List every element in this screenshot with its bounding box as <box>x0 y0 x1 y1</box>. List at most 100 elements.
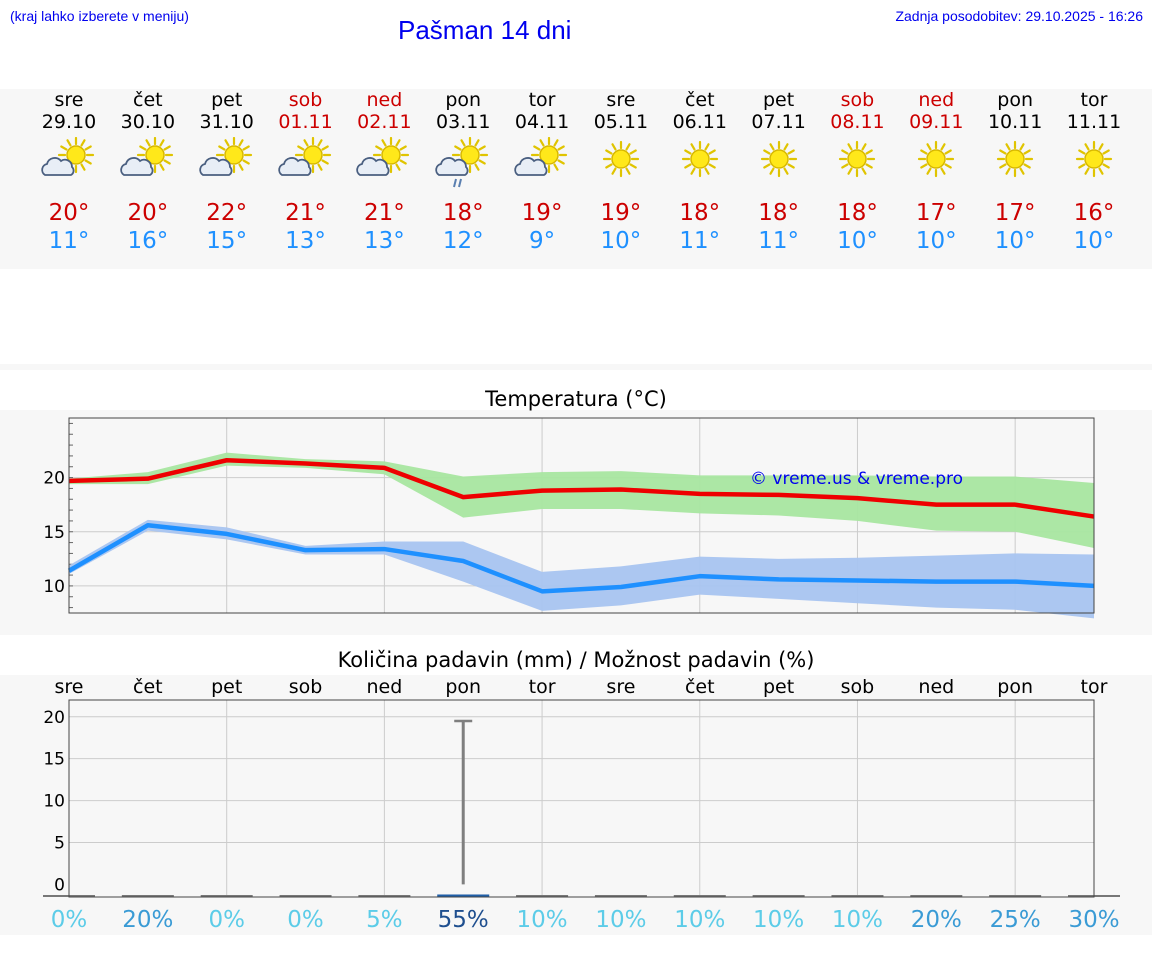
probability-label: 10% <box>674 907 725 933</box>
day-date: 06.11 <box>672 111 727 133</box>
precip-bar <box>279 895 332 897</box>
probability-label: 0% <box>51 907 88 933</box>
max-temperature: 21° <box>285 200 326 226</box>
probability-label: 20% <box>122 907 173 933</box>
min-temperature: 11° <box>758 228 799 254</box>
day-label: tor <box>1081 676 1108 698</box>
cloud-icon <box>198 157 233 176</box>
sun-icon <box>681 140 718 178</box>
sun-icon <box>602 140 640 178</box>
precip-bar <box>516 895 569 897</box>
plot-area <box>69 700 1094 897</box>
probability-label: 10% <box>595 907 646 933</box>
range-band-max <box>69 452 1094 548</box>
max-temperature: 18° <box>679 200 721 226</box>
day-label: sob <box>289 676 323 698</box>
day-name: čet <box>684 89 715 111</box>
cloud-icon <box>356 157 390 176</box>
rain-icon <box>453 178 463 188</box>
day-column: čet 30.10 20° 16° <box>108 89 188 255</box>
sun-icon <box>602 140 640 178</box>
sun-icon <box>839 140 876 178</box>
partly-cloudy-icon <box>277 137 331 176</box>
plot-frame <box>68 417 1095 614</box>
y-tick-label: 10 <box>43 577 65 597</box>
sun-icon <box>997 140 1034 178</box>
day-name: pon <box>997 89 1033 111</box>
y-tick-label: 20 <box>43 708 65 728</box>
probability-label: 10% <box>517 907 568 933</box>
sun-icon <box>918 140 955 178</box>
max-temperature: 20° <box>127 200 169 226</box>
day-name: sre <box>606 89 636 111</box>
watermark: © vreme.us & vreme.pro <box>750 469 963 489</box>
cloud-icon <box>41 157 75 176</box>
day-column: pet 31.10 22° 15° <box>187 89 267 255</box>
location-hint: (kraj lahko izberete v meniju) <box>10 8 189 24</box>
y-tick-label: 20 <box>43 469 65 489</box>
sun-icon <box>839 140 876 178</box>
y-tick-label: 10 <box>43 792 65 812</box>
day-column: čet 06.11 18° 11° <box>660 89 740 255</box>
day-label: ned <box>366 676 402 698</box>
sun-icon <box>918 140 955 178</box>
y-tick-label: 0 <box>54 875 65 895</box>
min-temperature: 10° <box>1073 228 1115 254</box>
probability-label: 0% <box>208 907 245 933</box>
day-date: 04.11 <box>514 111 570 133</box>
partly-cloudy-icon <box>356 137 410 176</box>
probability-label: 25% <box>990 907 1041 933</box>
series-line-min <box>67 523 1095 594</box>
page-title: Pašman 14 dni <box>398 15 572 45</box>
sun-icon <box>215 137 252 174</box>
min-temperature: 12° <box>442 228 484 254</box>
max-temperature: 17° <box>915 200 957 226</box>
probability-label: 30% <box>1068 907 1119 933</box>
day-name: tor <box>528 89 556 111</box>
precip-bar <box>989 895 1042 897</box>
day-column: sre 05.11 19° 10° <box>581 89 661 255</box>
y-tick-label: 15 <box>43 750 65 770</box>
sun-icon <box>1075 140 1113 178</box>
min-temperature: 15° <box>206 228 248 254</box>
day-date: 10.11 <box>987 111 1043 133</box>
y-tick-label: 15 <box>43 523 65 543</box>
partly-cloudy-icon <box>198 137 252 176</box>
sun-icon <box>1075 140 1113 178</box>
day-column: tor 11.11 16° 10° <box>1054 89 1134 255</box>
day-date: 07.11 <box>751 111 806 133</box>
precipitation-chart-title: Količina padavin (mm) / Možnost padavin … <box>337 648 815 672</box>
max-temperature: 18° <box>837 200 878 226</box>
max-temperature: 22° <box>206 200 248 226</box>
precip-bar <box>910 895 963 897</box>
sun-icon <box>760 140 797 178</box>
day-name: tor <box>1080 89 1108 111</box>
cloud-icon <box>435 157 469 176</box>
day-label: sre <box>55 676 84 698</box>
cloud-icon <box>514 157 548 176</box>
min-temperature: 13° <box>285 228 326 254</box>
sun-icon <box>997 140 1034 178</box>
last-updated: Zadnja posodobitev: 29.10.2025 - 16:26 <box>895 8 1143 24</box>
precip-bar <box>437 894 490 897</box>
day-label: sre <box>606 676 635 698</box>
sun-icon <box>760 140 797 178</box>
day-date: 29.10 <box>41 111 97 133</box>
day-column: tor 04.11 19° 9° <box>502 89 582 255</box>
day-date: 02.11 <box>357 111 412 133</box>
range-band-min <box>69 519 1094 619</box>
day-column: pon 10.11 17° 10° <box>975 89 1055 255</box>
precip-bar <box>831 895 884 897</box>
precip-bar <box>594 895 647 897</box>
min-temperature: 11° <box>679 228 721 254</box>
min-temperature: 16° <box>127 228 169 254</box>
min-temperature: 10° <box>837 228 878 254</box>
day-column: pet 07.11 18° 11° <box>739 89 819 255</box>
max-temperature: 19° <box>600 200 642 226</box>
day-name: sob <box>288 89 323 111</box>
precip-bar <box>200 895 253 897</box>
day-name: pon <box>445 89 482 111</box>
precip-bar <box>752 895 805 897</box>
probability-label: 10% <box>832 907 883 933</box>
precip-bar <box>673 895 726 897</box>
